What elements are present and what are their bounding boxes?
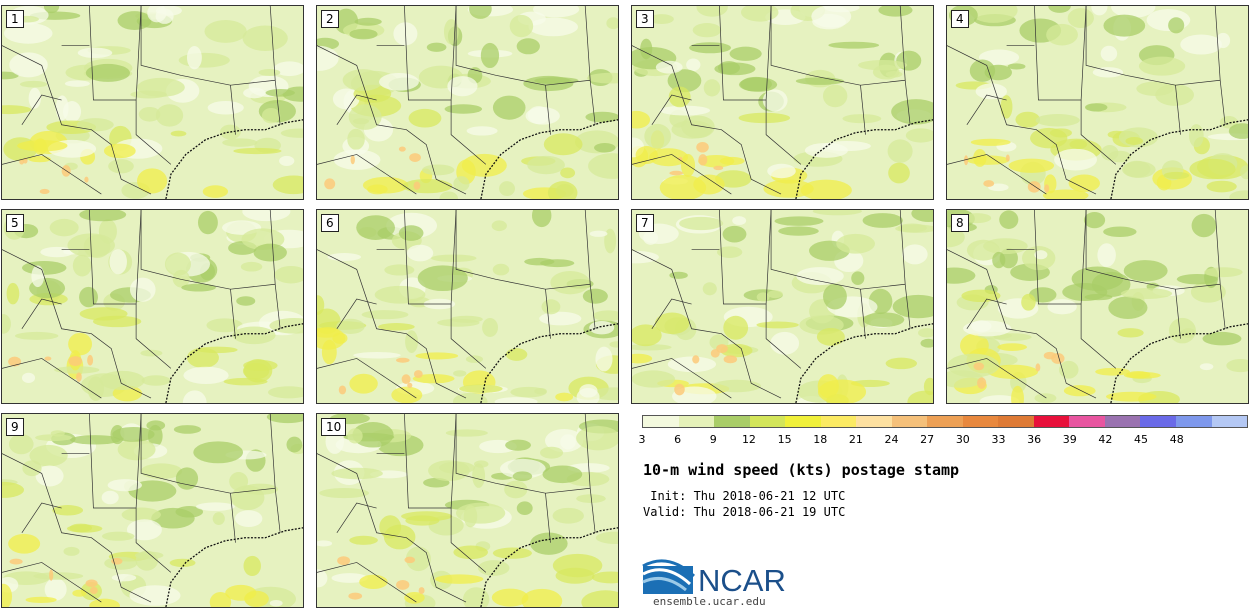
colorbar-ticks: 3 6 9 12 15 18 21 24 27 30 33 36 39 42 45 48 <box>638 433 1248 447</box>
colorbar-tick-label: 33 <box>991 433 1006 446</box>
colorbar-tick-label: 15 <box>777 433 792 446</box>
wind-speed-map <box>317 414 618 607</box>
colorbar-tick-label: 27 <box>920 433 935 446</box>
colorbar-swatch <box>820 416 857 427</box>
wind-speed-map <box>947 6 1248 199</box>
valid-time: Valid: Thu 2018-06-21 19 UTC <box>643 505 846 519</box>
colorbar-tick-label: 12 <box>741 433 756 446</box>
colorbar-swatch <box>1069 416 1105 427</box>
colorbar-swatch <box>749 416 786 427</box>
colorbar-tick-label: 30 <box>955 433 970 446</box>
colorbar-tick-label: 48 <box>1169 433 1184 446</box>
colorbar-tick-label: 18 <box>813 433 828 446</box>
member-label: 7 <box>636 214 654 232</box>
map-panel-9: 9 <box>1 413 304 608</box>
logo-text: NCAR <box>698 563 786 598</box>
colorbar-tick-label: 45 <box>1134 433 1149 446</box>
map-panel-8: 8 <box>946 209 1249 404</box>
wind-speed-map <box>317 210 618 403</box>
map-panel-3: 3 <box>631 5 934 200</box>
wind-speed-map <box>632 6 933 199</box>
colorbar-tick-label: 24 <box>884 433 899 446</box>
member-label: 4 <box>951 10 969 28</box>
colorbar-swatch <box>962 416 999 427</box>
wind-speed-map <box>2 414 303 607</box>
map-panel-2: 2 <box>316 5 619 200</box>
wind-speed-map <box>2 210 303 403</box>
member-label: 10 <box>321 418 347 436</box>
map-panel-4: 4 <box>946 5 1249 200</box>
colorbar-swatch <box>1104 416 1141 427</box>
colorbar-tick-label: 9 <box>709 433 717 446</box>
map-panel-6: 6 <box>316 209 619 404</box>
colorbar-swatch <box>856 416 892 427</box>
logo-url: ensemble.ucar.edu <box>653 595 766 608</box>
colorbar-swatch <box>927 416 963 427</box>
map-panel-1: 1 <box>1 5 304 200</box>
member-label: 2 <box>321 10 339 28</box>
wind-speed-map <box>317 6 618 199</box>
wind-speed-map <box>632 210 933 403</box>
member-label: 3 <box>636 10 654 28</box>
colorbar-swatch <box>678 416 715 427</box>
map-panel-5: 5 <box>1 209 304 404</box>
member-label: 9 <box>6 418 24 436</box>
init-time: Init: Thu 2018-06-21 12 UTC <box>643 489 846 503</box>
colorbar-swatch <box>1140 416 1176 427</box>
map-panel-7: 7 <box>631 209 934 404</box>
colorbar-swatch <box>1211 416 1248 427</box>
chart-title: 10-m wind speed (kts) postage stamp <box>643 461 960 479</box>
colorbar-swatch <box>1033 416 1070 427</box>
ncar-logo-icon <box>642 559 696 594</box>
map-panel-10: 10 <box>316 413 619 608</box>
colorbar-swatch <box>643 416 679 427</box>
colorbar-swatch <box>1175 416 1212 427</box>
colorbar-tick-label: 3 <box>638 433 646 446</box>
member-label: 5 <box>6 214 24 232</box>
colorbar-tick-label: 36 <box>1027 433 1042 446</box>
wind-speed-map <box>2 6 303 199</box>
colorbar <box>642 415 1248 428</box>
colorbar-tick-label: 39 <box>1062 433 1077 446</box>
colorbar-swatch <box>714 416 750 427</box>
colorbar-swatch <box>785 416 821 427</box>
run-info: Init: Thu 2018-06-21 12 UTC Valid: Thu 20… <box>643 488 845 520</box>
colorbar-tick-label: 6 <box>674 433 682 446</box>
member-label: 8 <box>951 214 969 232</box>
wind-speed-map <box>947 210 1248 403</box>
colorbar-tick-label: 21 <box>848 433 863 446</box>
member-label: 1 <box>6 10 24 28</box>
colorbar-swatch <box>891 416 928 427</box>
member-label: 6 <box>321 214 339 232</box>
colorbar-swatch <box>998 416 1034 427</box>
colorbar-tick-label: 42 <box>1098 433 1113 446</box>
